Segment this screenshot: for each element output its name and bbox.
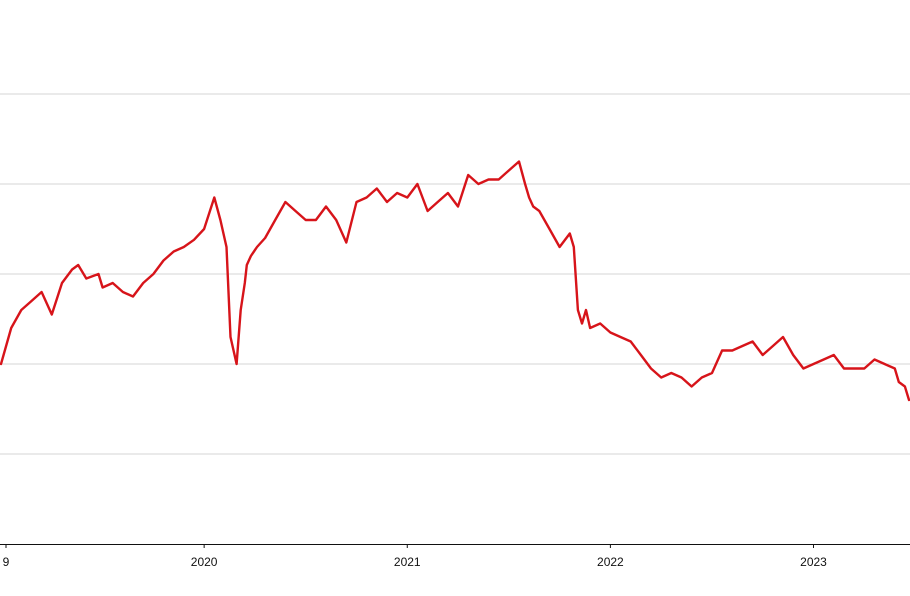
series-line [0,160,910,402]
x-tick-label: 2022 [597,555,624,569]
x-tick-labels: 9 2020 2021 2022 2023 [3,544,827,569]
x-tick-label: 2023 [800,555,827,569]
x-tick-label: 9 [3,555,10,569]
series-layer [0,160,910,402]
gridlines [0,93,910,455]
x-tick-label: 2020 [191,555,218,569]
x-tick-label: 2021 [394,555,421,569]
